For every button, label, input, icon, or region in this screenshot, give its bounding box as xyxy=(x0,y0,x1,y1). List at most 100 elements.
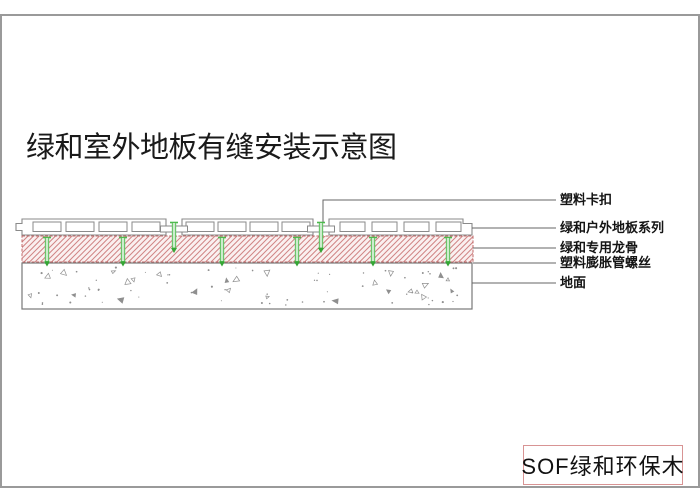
concrete-dot xyxy=(452,267,455,270)
concrete-speckle xyxy=(130,277,136,283)
concrete-speckle xyxy=(232,275,241,283)
concrete-dot xyxy=(144,271,146,273)
concrete-speckle xyxy=(59,268,68,276)
ground-layer xyxy=(21,262,473,310)
concrete-dot xyxy=(455,267,458,270)
concrete-speckle xyxy=(224,277,230,284)
board-hollow-cell xyxy=(249,221,279,232)
concrete-dot xyxy=(404,276,406,279)
concrete-dot xyxy=(456,294,459,297)
concrete-dot xyxy=(362,272,365,274)
board-hollow-cell xyxy=(403,221,430,232)
expansion-screw-tip xyxy=(44,261,50,267)
concrete-dot xyxy=(130,289,132,292)
concrete-speckle xyxy=(44,272,51,279)
concrete-speckle xyxy=(421,293,428,301)
concrete-dot xyxy=(224,288,226,291)
concrete-dot xyxy=(235,267,237,269)
concrete-dot xyxy=(190,291,193,294)
concrete-dot xyxy=(101,301,103,303)
concrete-dot xyxy=(37,292,40,294)
expansion-screw-body xyxy=(44,237,50,262)
expansion-screw-body xyxy=(120,237,126,262)
concrete-dot xyxy=(286,299,289,301)
concrete-dot xyxy=(361,285,364,288)
concrete-dot xyxy=(301,301,304,303)
concrete-dot xyxy=(429,273,431,275)
expansion-screw-body xyxy=(370,237,376,262)
concrete-dot xyxy=(323,300,325,303)
concrete-dot xyxy=(266,293,268,295)
concrete-speckle xyxy=(407,288,414,294)
board-hollow-cell xyxy=(65,221,95,232)
concrete-dot xyxy=(391,302,394,304)
keel-hatch xyxy=(21,235,474,263)
clip-screw-tip xyxy=(318,248,324,253)
board-hollow-cell xyxy=(32,221,62,232)
expansion-screw-body xyxy=(219,237,225,262)
clip-screw-tip xyxy=(171,248,177,253)
board-hollow-cell xyxy=(98,221,128,232)
concrete-dot xyxy=(167,274,169,276)
concrete-dot xyxy=(427,270,430,273)
concrete-dot xyxy=(260,301,263,305)
concrete-dot xyxy=(69,301,72,304)
label-plastic-clip: 塑料卡扣 xyxy=(560,192,613,207)
concrete-speckle xyxy=(387,270,395,277)
concrete-dot xyxy=(428,303,430,306)
label-expansion-screw: 塑料膨胀管螺丝 xyxy=(560,255,652,270)
concrete-dot xyxy=(220,300,222,302)
board-hollow-cell xyxy=(339,221,366,232)
concrete-dot xyxy=(114,266,117,269)
concrete-dot xyxy=(285,304,287,306)
concrete-dot xyxy=(138,296,140,298)
concrete-dot xyxy=(326,291,328,293)
concrete-dot xyxy=(41,302,44,304)
leader-line-plastic-clip xyxy=(322,199,556,222)
concrete-speckle xyxy=(414,289,420,294)
concrete-speckle xyxy=(421,282,430,289)
concrete-dot xyxy=(427,297,429,299)
clip-screw-body xyxy=(318,222,324,249)
concrete-dot xyxy=(268,302,271,305)
concrete-speckle xyxy=(385,289,392,295)
concrete-dot xyxy=(56,294,59,297)
concrete-speckle xyxy=(445,277,451,282)
concrete-dot xyxy=(84,295,87,297)
concrete-dot xyxy=(316,279,318,282)
board-hollow-cell xyxy=(281,221,311,232)
brand-text: SOF绿和环保木 xyxy=(521,454,685,479)
concrete-dot xyxy=(251,269,254,272)
concrete-speckle xyxy=(71,293,77,298)
concrete-dot xyxy=(51,269,53,271)
expansion-screw-tip xyxy=(294,261,300,267)
concrete-speckle xyxy=(110,270,117,275)
concrete-dot xyxy=(41,303,44,305)
concrete-speckle xyxy=(263,269,271,278)
concrete-dot xyxy=(452,300,454,303)
board-hollow-cell xyxy=(435,221,462,232)
concrete-dot xyxy=(405,293,408,295)
concrete-dot xyxy=(95,279,97,281)
concrete-speckle xyxy=(331,298,339,305)
concrete-dot xyxy=(441,301,444,304)
expansion-screw-tip xyxy=(219,261,225,267)
concrete-dot xyxy=(421,272,424,274)
expansion-screw-tip xyxy=(370,261,376,267)
board-hollow-cell xyxy=(185,221,215,232)
expansion-screw-body xyxy=(445,237,451,262)
label-deck-board-series: 绿和户外地板系列 xyxy=(560,220,665,235)
concrete-dot xyxy=(210,285,213,288)
concrete-dot xyxy=(75,270,78,273)
concrete-dot xyxy=(97,288,100,291)
board-hollow-cell xyxy=(131,221,161,232)
diagram-title: 绿和室外地板有缝安装示意图 xyxy=(26,132,397,164)
concrete-dot xyxy=(313,279,316,281)
concrete-speckle xyxy=(450,288,455,294)
concrete-dot xyxy=(317,272,319,274)
label-keel: 绿和专用龙骨 xyxy=(560,240,639,255)
concrete-speckle xyxy=(438,271,444,279)
concrete-speckle xyxy=(265,295,270,300)
